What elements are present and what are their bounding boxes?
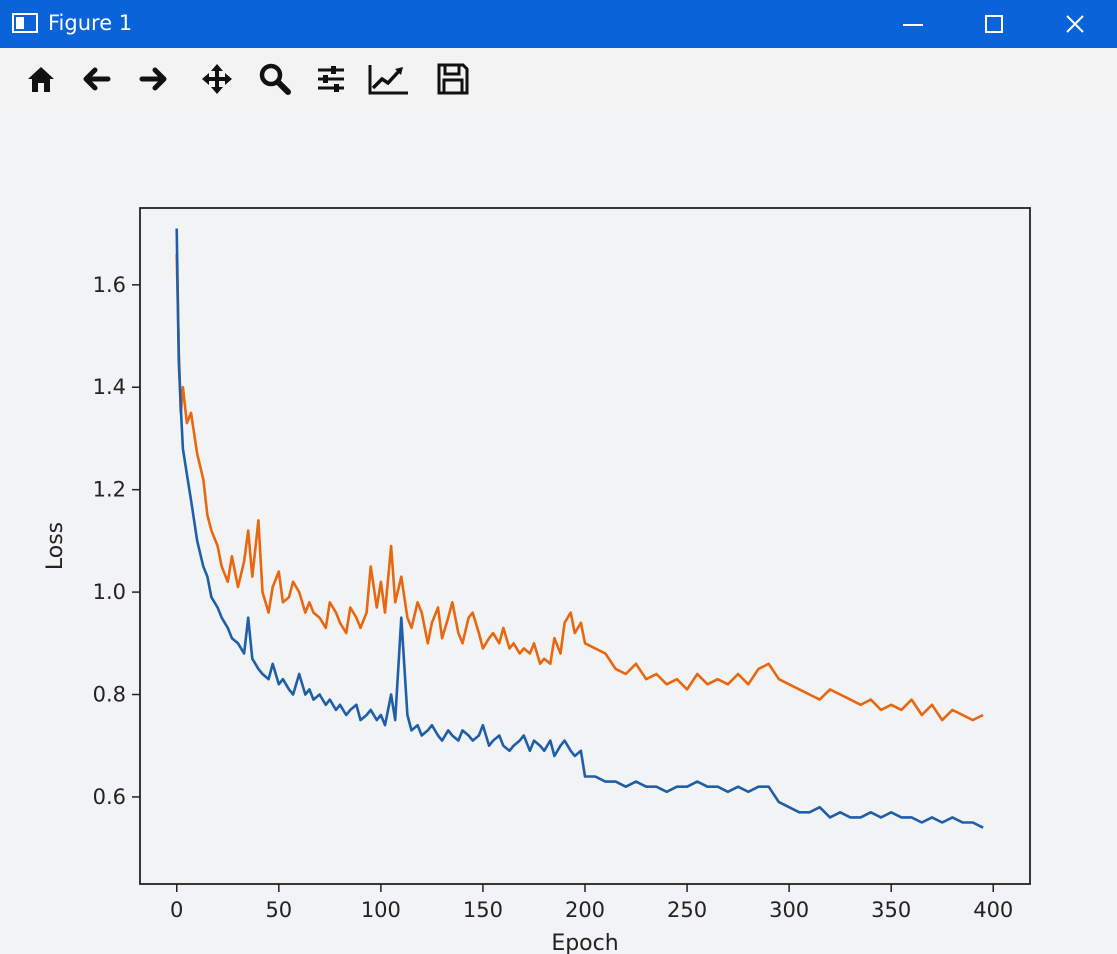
back-button[interactable] — [76, 58, 118, 100]
save-button[interactable] — [432, 58, 474, 100]
y-tick-label: 1.0 — [93, 580, 126, 604]
x-tick-label: 250 — [667, 898, 707, 922]
x-tick-label: 400 — [973, 898, 1013, 922]
y-tick-label: 1.6 — [93, 273, 126, 297]
maximize-icon — [985, 15, 1003, 33]
forward-arrow-icon — [139, 67, 167, 91]
close-icon — [1066, 15, 1084, 33]
axes-frame — [139, 207, 1031, 885]
figure-canvas[interactable]: 0 50 100 150 200 250 300 350 400 0.6 0.8 1.0 1.2 1.4… — [0, 110, 1117, 954]
minimize-button[interactable] — [878, 0, 948, 48]
x-tick-label: 100 — [361, 898, 401, 922]
back-arrow-icon — [83, 67, 111, 91]
forward-button[interactable] — [132, 58, 174, 100]
maximize-button[interactable] — [960, 0, 1030, 48]
y-tick-label: 1.2 — [93, 478, 126, 502]
minimize-icon — [903, 24, 923, 26]
y-axis-label: Loss — [43, 522, 68, 570]
title-bar: Figure 1 — [0, 0, 1117, 48]
edit-axis-icon — [368, 65, 408, 95]
y-tick-label: 0.6 — [93, 785, 126, 809]
x-tick-label: 0 — [170, 898, 183, 922]
configure-subplots-icon — [318, 66, 344, 92]
navigation-toolbar — [0, 48, 1117, 110]
series-layer — [175, 228, 984, 829]
x-tick-label: 300 — [769, 898, 809, 922]
series-line-2 — [175, 228, 984, 829]
close-button[interactable] — [1040, 0, 1110, 48]
x-axis-label: Epoch — [551, 931, 618, 954]
configure-subplots-button[interactable] — [310, 58, 352, 100]
pan-icon — [202, 64, 232, 94]
home-button[interactable] — [20, 58, 62, 100]
edit-axis-button[interactable] — [364, 58, 408, 100]
pan-button[interactable] — [196, 58, 238, 100]
y-tick-label: 1.4 — [93, 375, 126, 399]
y-axis-ticks: 0.6 0.8 1.0 1.2 1.4 1.6 — [93, 273, 140, 809]
x-tick-label: 350 — [871, 898, 911, 922]
x-tick-label: 200 — [565, 898, 605, 922]
home-icon — [28, 67, 54, 92]
series-line-1 — [175, 254, 984, 722]
x-axis-ticks: 0 50 100 150 200 250 300 350 400 — [170, 884, 1013, 922]
x-tick-label: 150 — [463, 898, 503, 922]
y-tick-label: 0.8 — [93, 683, 126, 707]
zoom-button[interactable] — [254, 58, 296, 100]
zoom-icon — [259, 63, 291, 95]
x-tick-label: 50 — [265, 898, 292, 922]
figure-app-icon — [12, 13, 38, 33]
line-chart: 0 50 100 150 200 250 300 350 400 0.6 0.8 1.0 1.2 1.4… — [43, 207, 1031, 954]
window-title: Figure 1 — [48, 11, 133, 35]
save-icon — [437, 63, 469, 95]
